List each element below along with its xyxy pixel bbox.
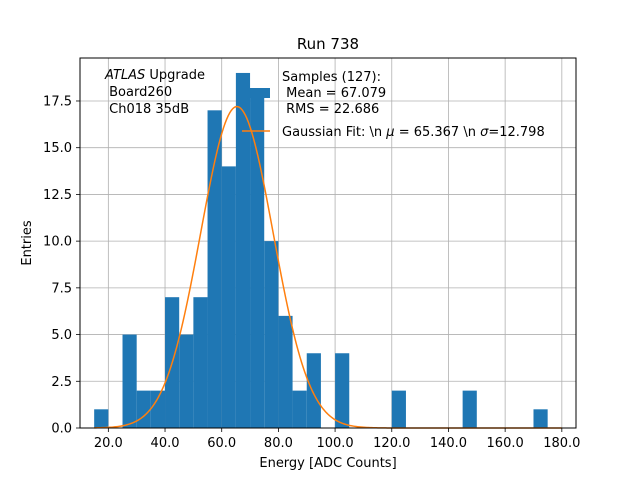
- x-tick-label: 60.0: [207, 436, 236, 451]
- annotation-line-3: Ch018 35dB: [105, 102, 189, 117]
- legend-hist-line-2: Mean = 67.079: [282, 86, 386, 101]
- annotation-upgrade: Upgrade: [145, 68, 205, 83]
- y-tick-label: 15.0: [43, 141, 72, 156]
- histogram-bar: [306, 353, 321, 428]
- legend: Samples (127): Mean = 67.079 RMS = 22.68…: [242, 70, 545, 140]
- x-tick-label: 140.0: [430, 436, 467, 451]
- x-tick-label: 180.0: [543, 436, 580, 451]
- legend-hist-swatch: [242, 88, 270, 98]
- histogram-bar: [462, 390, 477, 428]
- histogram-bar: [136, 390, 151, 428]
- y-tick-label: 17.5: [43, 94, 72, 109]
- histogram-bar: [235, 72, 251, 428]
- annotation-atlas: ATLAS: [104, 68, 145, 83]
- legend-hist-line-1: Samples (127):: [282, 70, 381, 85]
- y-tick-label: 12.5: [43, 188, 72, 203]
- histogram-bar: [533, 409, 548, 428]
- histogram-bar: [292, 390, 307, 428]
- y-tick-label: 2.5: [51, 375, 72, 390]
- chart-title: Run 738: [297, 35, 359, 53]
- legend-fit-sigma: σ: [480, 125, 489, 140]
- histogram-bar: [179, 334, 194, 428]
- histogram-bar: [391, 390, 406, 428]
- annotation-line-2: Board260: [105, 85, 172, 100]
- annotation-line-1: ATLAS Upgrade: [104, 68, 205, 83]
- y-tick-label: 10.0: [43, 235, 72, 250]
- histogram-bar: [193, 297, 208, 428]
- histogram-bars: [94, 72, 548, 429]
- histogram-bar: [278, 315, 293, 428]
- y-tick-label: 5.0: [51, 328, 72, 343]
- y-tick-label: 7.5: [51, 281, 72, 296]
- x-axis-ticks: 20.0 40.0 60.0 80.0 100.0 120.0 140.0 160.0 180.…: [94, 428, 580, 451]
- atlas-annotation: ATLAS Upgrade Board260 Ch018 35dB: [104, 68, 205, 117]
- x-axis-label: Energy [ADC Counts]: [259, 456, 396, 471]
- histogram-bar: [221, 166, 236, 428]
- x-tick-label: 160.0: [487, 436, 524, 451]
- plot-frame: [79, 57, 577, 429]
- histogram-bar: [264, 241, 279, 428]
- histogram-bar: [150, 390, 166, 428]
- histogram-bar: [250, 91, 265, 429]
- x-tick-label: 120.0: [373, 436, 410, 451]
- histogram-bar: [335, 353, 350, 428]
- legend-fit-label: Gaussian Fit: \n μ = 65.367 \n σ=12.798: [282, 125, 545, 140]
- legend-fit-prefix: Gaussian Fit: \n: [282, 125, 386, 140]
- histogram-bar: [122, 334, 137, 428]
- histogram-bar: [94, 409, 109, 428]
- x-tick-label: 100.0: [316, 436, 353, 451]
- y-tick-label: 0.0: [51, 422, 72, 437]
- x-tick-label: 40.0: [151, 436, 180, 451]
- y-axis-ticks: 0.0 2.5 5.0 7.5 10.0 12.5 15.0 17.5: [43, 94, 80, 437]
- x-tick-label: 20.0: [94, 436, 123, 451]
- legend-fit-suffix: =12.798: [488, 125, 544, 140]
- x-tick-label: 80.0: [264, 436, 293, 451]
- y-axis-label: Entries: [20, 220, 35, 266]
- legend-fit-mu: μ: [385, 125, 394, 140]
- legend-fit-mid: = 65.367 \n: [395, 125, 481, 140]
- legend-hist-line-3: RMS = 22.686: [282, 102, 379, 117]
- histogram-bar: [207, 110, 222, 428]
